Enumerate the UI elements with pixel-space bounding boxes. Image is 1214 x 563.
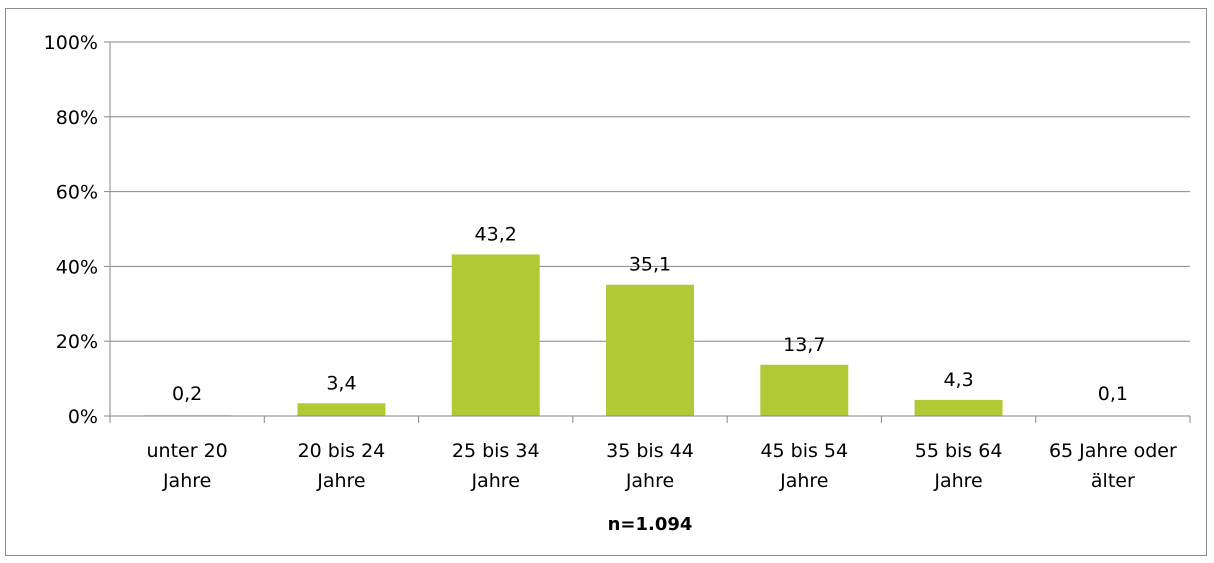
x-tick-label: 45 bis 54 bbox=[760, 440, 848, 462]
y-tick-label: 80% bbox=[56, 107, 98, 129]
gridlines bbox=[110, 41, 1190, 342]
bar bbox=[914, 399, 1003, 416]
x-tick-label: unter 20 bbox=[147, 440, 228, 462]
y-tick-label: 60% bbox=[56, 182, 98, 204]
x-tick-label: 25 bis 34 bbox=[452, 440, 540, 462]
data-labels: 0,2 3,4 43,2 35,1 13,7 4,3 0,1 bbox=[172, 223, 1128, 405]
x-tick-label: älter bbox=[1091, 470, 1135, 492]
bar bbox=[451, 254, 540, 416]
x-tick-label: Jahre bbox=[162, 470, 211, 492]
bar bbox=[606, 284, 694, 416]
data-label: 4,3 bbox=[943, 369, 973, 391]
y-tick-label: 100% bbox=[44, 32, 98, 54]
data-label: 35,1 bbox=[629, 254, 671, 276]
x-tick-label: 35 bis 44 bbox=[606, 440, 694, 462]
data-label: 0,1 bbox=[1098, 383, 1128, 405]
axes bbox=[104, 41, 1191, 423]
bars bbox=[143, 254, 1157, 416]
x-tick-label: 65 Jahre oder bbox=[1049, 440, 1177, 462]
chart-frame bbox=[5, 8, 1207, 556]
x-tick-label: Jahre bbox=[316, 470, 365, 492]
x-tick-label: 20 bis 24 bbox=[298, 440, 386, 462]
x-axis-label: n=1.094 bbox=[608, 514, 693, 535]
data-label: 43,2 bbox=[475, 223, 517, 245]
x-tick-labels: unter 20 Jahre 20 bis 24 Jahre 25 bis 34 Jahr… bbox=[147, 440, 1177, 492]
x-tick-label: Jahre bbox=[779, 470, 828, 492]
x-tick-label: 55 bis 64 bbox=[915, 440, 1003, 462]
data-label: 13,7 bbox=[783, 334, 825, 356]
y-tick-label: 40% bbox=[56, 256, 98, 278]
y-tick-labels: 0% 20% 40% 60% 80% 100% bbox=[44, 32, 98, 428]
x-tick-label: Jahre bbox=[471, 470, 520, 492]
bar bbox=[760, 364, 849, 416]
data-label: 3,4 bbox=[326, 372, 356, 394]
y-tick-label: 20% bbox=[56, 331, 98, 353]
x-tick-label: Jahre bbox=[933, 470, 982, 492]
data-label: 0,2 bbox=[172, 383, 202, 405]
y-tick-label: 0% bbox=[68, 406, 98, 428]
x-tick-label: Jahre bbox=[625, 470, 674, 492]
bar bbox=[297, 403, 386, 416]
